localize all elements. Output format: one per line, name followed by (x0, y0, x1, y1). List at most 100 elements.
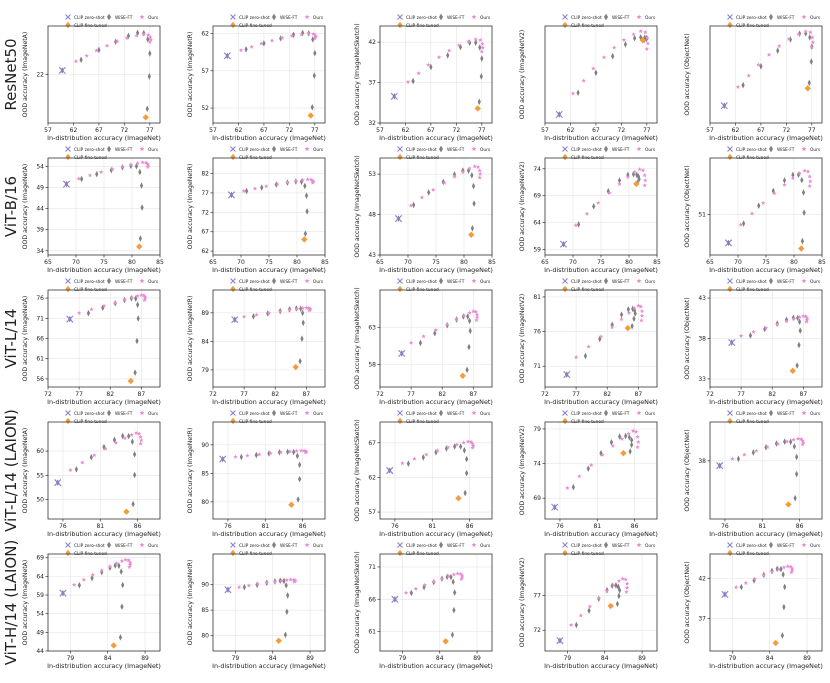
wiseft-point (300, 335, 304, 342)
ours-point (94, 48, 99, 53)
plot-frame (544, 421, 658, 520)
legend-wiseft-label: WiSE-FT (115, 15, 133, 21)
y-axis-label: OOD accuracy (ImageNetR) (187, 296, 194, 382)
finetuned-point (804, 85, 811, 92)
y-tick-label: 76 (36, 295, 44, 302)
ours-point (738, 333, 744, 338)
wiseft-point (138, 168, 142, 176)
legend-zeroshot-label: CLIP zero-shot (239, 279, 270, 285)
wiseft-point (795, 453, 799, 461)
ours-point (596, 200, 601, 205)
y-axis-label: OOD accuracy (ImageNetR) (187, 560, 194, 646)
wiseft-point (480, 55, 484, 62)
ours-point (612, 45, 617, 50)
zeroshot-point-stroke-b (223, 52, 231, 60)
wiseft-point (453, 589, 457, 596)
wiseft-point (267, 450, 271, 457)
legend-ours-marker (139, 278, 145, 284)
legend-ours-label: Ours (313, 543, 324, 549)
ours-point (638, 28, 643, 34)
ours-point (424, 452, 429, 457)
row-label: ViT-B/16 (2, 176, 20, 237)
legend-zeroshot-marker-stroke-b (65, 278, 71, 284)
ours-point (284, 577, 290, 582)
wiseft-point (632, 315, 636, 323)
row-label: ViT-L/14 (2, 309, 20, 369)
ours-point (772, 191, 777, 196)
x-tick-label: 89 (306, 655, 314, 662)
ours-point (761, 200, 766, 205)
x-axis-label: In-distribution accuracy (ImageNet) (379, 266, 493, 274)
wiseft-point (453, 443, 457, 450)
ours-point (400, 460, 405, 466)
ours-point (126, 557, 131, 563)
zeroshot-point (556, 637, 564, 645)
legend-finetuned-marker (727, 417, 733, 425)
ours-point (436, 54, 442, 60)
zeroshot-point (223, 52, 231, 60)
finetuned-point (772, 639, 779, 647)
legend-ours-marker (471, 278, 477, 284)
y-tick-label: 38 (698, 458, 706, 465)
wiseft-point (262, 40, 266, 47)
y-tick-label: 77 (533, 593, 541, 600)
ours-point (624, 585, 630, 590)
wiseft-point (465, 366, 469, 374)
zeroshot-point-stroke-b (58, 66, 66, 75)
wiseft-point (411, 77, 415, 85)
legend-ours-marker (304, 410, 310, 416)
wiseft-point (466, 313, 470, 320)
legend-finetuned-marker (65, 285, 71, 293)
legend-ours-label: Ours (480, 147, 491, 153)
ours-point (312, 36, 318, 41)
wiseft-point (86, 309, 91, 317)
legend-zeroshot-label: CLIP zero-shot (74, 543, 105, 549)
zeroshot-point-stroke-b (555, 110, 563, 119)
x-tick-label: 65 (44, 259, 52, 266)
wiseft-point (465, 469, 469, 477)
legend-zeroshot-marker-stroke-b (727, 410, 733, 416)
wiseft-point (134, 162, 139, 170)
y-tick-label: 34 (36, 248, 44, 255)
ours-point (252, 186, 258, 191)
ours-point (746, 73, 751, 78)
finetuned-point (455, 495, 462, 502)
wiseft-point (79, 56, 83, 64)
legend-zeroshot-marker (562, 542, 568, 548)
legend-ours-label: Ours (480, 543, 491, 549)
wiseft-point (301, 29, 305, 37)
legend-zeroshot-label: CLIP zero-shot (406, 15, 437, 21)
x-tick-label: 86 (466, 523, 474, 530)
wiseft-point (751, 449, 755, 456)
ours-point (294, 306, 300, 311)
ours-point (454, 317, 459, 322)
ours-point (87, 173, 93, 178)
plot-frame (212, 421, 326, 520)
x-tick-label: 86 (796, 523, 804, 530)
wiseft-point (577, 221, 581, 228)
ours-point (797, 314, 802, 319)
legend-wiseft-marker (604, 409, 608, 417)
wiseft-point (748, 332, 753, 339)
wiseft-point (635, 171, 639, 179)
legend-zeroshot-label: CLIP zero-shot (571, 279, 602, 285)
x-tick-label: 75 (432, 259, 440, 266)
ours-point (135, 160, 140, 166)
x-tick-label: 82 (438, 391, 446, 398)
ours-point (461, 313, 467, 318)
wiseft-point (119, 568, 123, 575)
legend-zeroshot-label: CLIP zero-shot (406, 279, 437, 285)
y-axis-label: OOD accuracy (ImageNetV2) (519, 30, 526, 120)
ours-point (73, 59, 79, 64)
y-tick-label: 80 (201, 499, 209, 506)
wiseft-point (422, 583, 426, 591)
x-tick-label: 79 (232, 655, 240, 662)
ours-point (293, 178, 299, 183)
wiseft-point (788, 36, 793, 43)
ours-point (259, 41, 264, 46)
finetuned-point (459, 372, 466, 380)
zeroshot-point (724, 239, 733, 247)
ours-point (307, 308, 312, 313)
